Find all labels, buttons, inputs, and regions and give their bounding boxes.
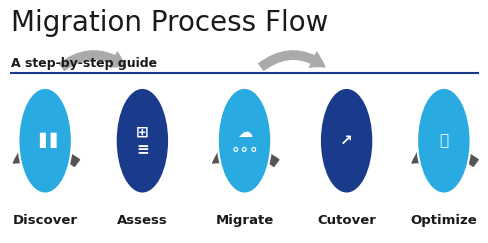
Text: Optimize: Optimize [409, 214, 476, 227]
Text: Assess: Assess [117, 214, 167, 227]
Text: ☁
∘∘∘: ☁ ∘∘∘ [230, 124, 258, 157]
FancyArrowPatch shape [212, 147, 278, 166]
Text: ▐▐: ▐▐ [33, 133, 57, 148]
FancyArrowPatch shape [411, 147, 477, 166]
Text: ⊞
≡: ⊞ ≡ [136, 124, 148, 157]
Text: Discover: Discover [13, 214, 78, 227]
Ellipse shape [116, 88, 169, 194]
Text: Cutover: Cutover [317, 214, 375, 227]
FancyArrowPatch shape [13, 147, 80, 166]
Text: 💡: 💡 [438, 133, 447, 148]
Ellipse shape [19, 88, 72, 194]
Text: Migrate: Migrate [215, 214, 273, 227]
Text: Migration Process Flow: Migration Process Flow [11, 9, 328, 37]
Ellipse shape [217, 88, 271, 194]
Text: A step-by-step guide: A step-by-step guide [11, 57, 157, 70]
FancyArrowPatch shape [258, 51, 325, 70]
Ellipse shape [416, 88, 469, 194]
FancyArrowPatch shape [60, 51, 125, 70]
Ellipse shape [319, 88, 372, 194]
Text: ↗: ↗ [340, 133, 352, 148]
